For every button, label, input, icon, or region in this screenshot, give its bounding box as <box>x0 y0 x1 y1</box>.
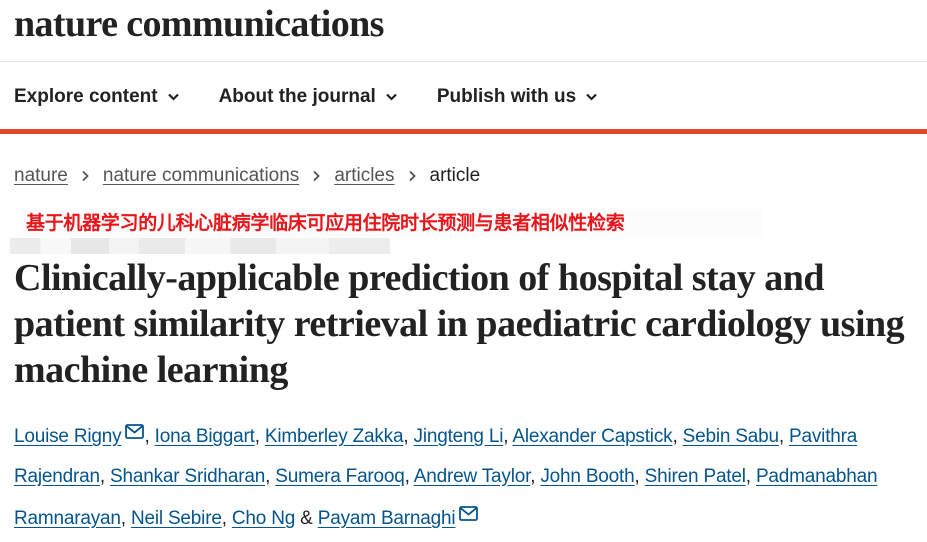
blurred-metadata <box>10 238 390 254</box>
mail-icon[interactable] <box>125 414 145 439</box>
breadcrumb: nature nature communications articles ar… <box>14 163 480 189</box>
author-link[interactable]: Louise Rigny <box>14 426 122 447</box>
author-link[interactable]: Jingteng Li <box>413 426 504 447</box>
author-list: Louise Rigny, Iona Biggart, Kimberley Za… <box>14 414 919 539</box>
author-separator-last: & <box>295 508 318 529</box>
chevron-down-icon <box>586 93 597 101</box>
mail-icon[interactable] <box>459 496 479 521</box>
author-link[interactable]: Sumera Farooq <box>275 465 405 487</box>
chevron-right-icon <box>82 170 89 182</box>
main-nav: Explore content About the journal Publis… <box>14 82 597 112</box>
breadcrumb-nature-communications[interactable]: nature communications <box>102 165 300 186</box>
breadcrumb-nature[interactable]: nature <box>14 165 68 186</box>
nav-publish-with-us[interactable]: Publish with us <box>437 86 597 108</box>
chevron-down-icon <box>167 93 179 101</box>
author-link[interactable]: John Booth <box>540 465 635 487</box>
author-separator: , <box>403 426 414 447</box>
nav-explore-content[interactable]: Explore content <box>14 86 179 108</box>
author-link[interactable]: Payam Barnaghi <box>317 508 456 529</box>
author-separator: , <box>265 465 276 487</box>
author-link[interactable]: Kimberley Zakka <box>264 426 404 447</box>
author-link[interactable]: Neil Sebire <box>130 508 222 529</box>
nav-publish-with-us-label: Publish with us <box>436 86 577 107</box>
author-separator: , <box>99 465 111 487</box>
author-link[interactable]: Sebin Sabu <box>682 426 779 447</box>
author-separator: , <box>778 426 790 447</box>
article-title: Clinically-applicable prediction of hosp… <box>14 257 905 391</box>
author-link[interactable]: Alexander Capstick <box>512 426 673 447</box>
author-separator: , <box>221 508 232 529</box>
nav-about-journal[interactable]: About the journal <box>219 86 397 108</box>
author-link[interactable]: Andrew Taylor <box>413 465 531 487</box>
breadcrumb-current: article <box>429 165 481 186</box>
author-separator: , <box>144 426 155 447</box>
nav-about-journal-label: About the journal <box>218 86 376 107</box>
author-link[interactable]: Cho Ng <box>231 508 296 529</box>
author-separator: , <box>745 465 756 487</box>
author-separator: , <box>530 465 541 487</box>
author-link[interactable]: Padmanabhan Ramnarayan <box>14 465 878 530</box>
site-logo[interactable]: nature communications <box>14 3 384 45</box>
author-separator: , <box>404 465 414 487</box>
author-link[interactable]: Pavithra Rajendran <box>14 426 858 487</box>
accent-bar <box>0 129 927 134</box>
author-link[interactable]: Shiren Patel <box>644 465 746 487</box>
author-separator: , <box>120 508 131 529</box>
author-separator: , <box>503 426 513 447</box>
chevron-down-icon <box>386 93 397 101</box>
header-divider <box>0 61 927 62</box>
chevron-right-icon <box>408 170 416 182</box>
author-separator: , <box>672 426 683 447</box>
author-separator: , <box>254 426 265 447</box>
author-link[interactable]: Iona Biggart <box>154 426 255 447</box>
chevron-right-icon <box>313 170 321 182</box>
author-link[interactable]: Shankar Sridharan <box>110 465 266 487</box>
overlay-caption: 基于机器学习的儿科心脏病学临床可应用住院时长预测与患者相似性检索 <box>22 209 762 237</box>
nav-explore-content-label: Explore content <box>14 86 158 107</box>
author-separator: , <box>634 465 645 487</box>
breadcrumb-articles[interactable]: articles <box>334 165 395 186</box>
